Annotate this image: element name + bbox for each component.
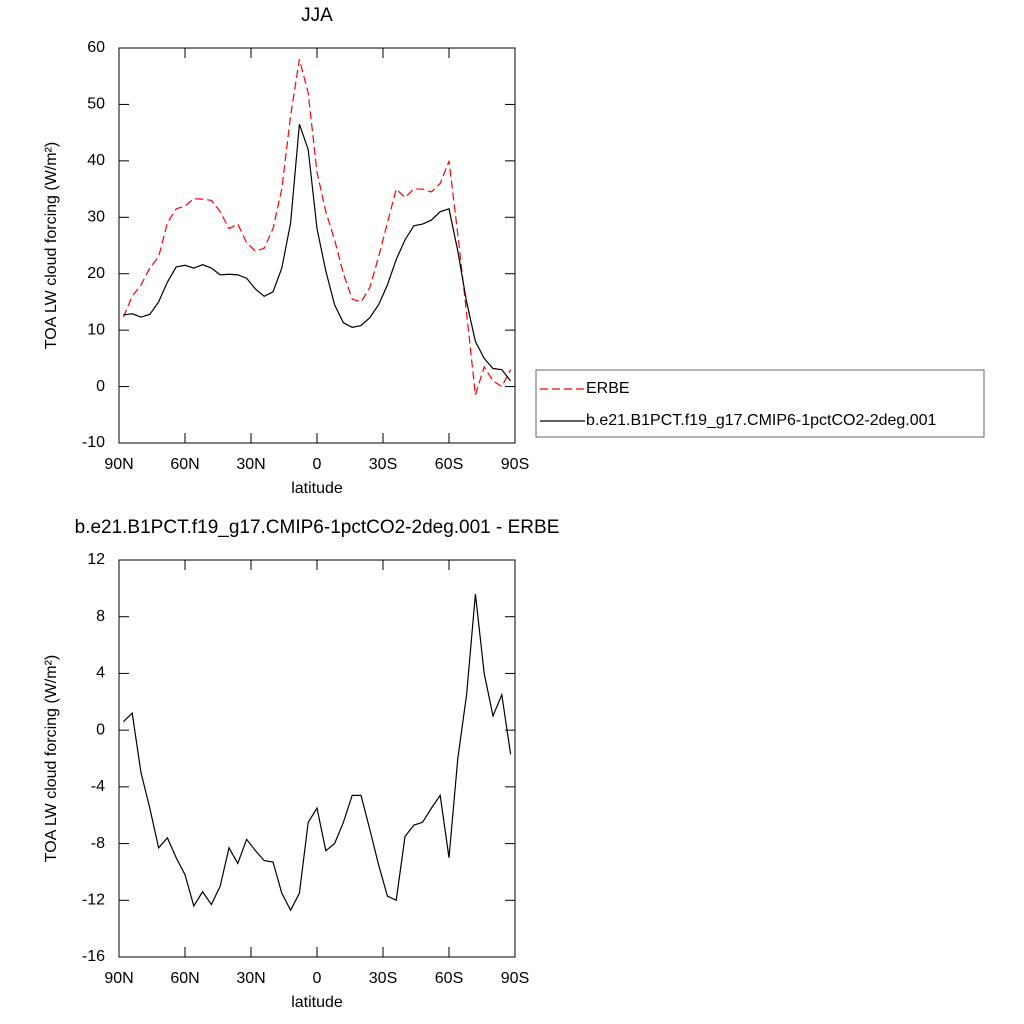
plot-frame xyxy=(118,47,516,444)
x-tick-label: 30N xyxy=(236,970,265,987)
y-axis-label: TOA LW cloud forcing (W/m²) xyxy=(43,655,60,862)
y-tick-label: -8 xyxy=(91,835,105,852)
y-tick-label: 40 xyxy=(87,152,105,169)
x-tick-label: 30S xyxy=(369,970,397,987)
y-tick-label: 10 xyxy=(87,321,105,338)
x-tick-label: 90S xyxy=(501,456,529,473)
y-tick-label: 8 xyxy=(96,608,105,625)
x-tick-label: 60N xyxy=(170,970,199,987)
y-tick-label: 4 xyxy=(96,665,105,682)
x-tick-label: 60S xyxy=(435,456,463,473)
data-line xyxy=(122,59,512,396)
x-tick-label: 60N xyxy=(170,456,199,473)
legend-label: b.e21.B1PCT.f19_g17.CMIP6-1pctCO2-2deg.0… xyxy=(586,412,937,429)
x-tick-label: 0 xyxy=(313,456,322,473)
x-tick-label: 90N xyxy=(104,970,133,987)
legend-box xyxy=(535,369,985,438)
x-tick-label: 90S xyxy=(501,970,529,987)
y-tick-label: -10 xyxy=(82,434,105,451)
legend-label: ERBE xyxy=(586,380,630,397)
x-axis-label: latitude xyxy=(291,480,343,497)
chart-title: JJA xyxy=(301,5,333,26)
data-line xyxy=(123,123,512,382)
y-tick-label: 0 xyxy=(96,721,105,738)
x-axis-label: latitude xyxy=(291,994,343,1011)
y-tick-label: -16 xyxy=(82,948,105,965)
data-line xyxy=(122,593,512,912)
y-tick-label: 20 xyxy=(87,265,105,282)
y-tick-label: -12 xyxy=(82,892,105,909)
x-tick-label: 30S xyxy=(369,456,397,473)
x-tick-label: 90N xyxy=(104,456,133,473)
y-tick-label: 12 xyxy=(87,551,105,568)
y-tick-label: 0 xyxy=(96,378,105,395)
chart-title: b.e21.B1PCT.f19_g17.CMIP6-1pctCO2-2deg.0… xyxy=(75,517,560,538)
y-tick-label: 60 xyxy=(87,39,105,56)
y-axis-label: TOA LW cloud forcing (W/m²) xyxy=(43,142,60,349)
x-tick-label: 0 xyxy=(313,970,322,987)
plot-frame xyxy=(118,559,516,958)
y-tick-label: -4 xyxy=(91,778,105,795)
y-tick-label: 50 xyxy=(87,96,105,113)
x-tick-label: 30N xyxy=(236,456,265,473)
x-tick-label: 60S xyxy=(435,970,463,987)
y-tick-label: 30 xyxy=(87,209,105,226)
